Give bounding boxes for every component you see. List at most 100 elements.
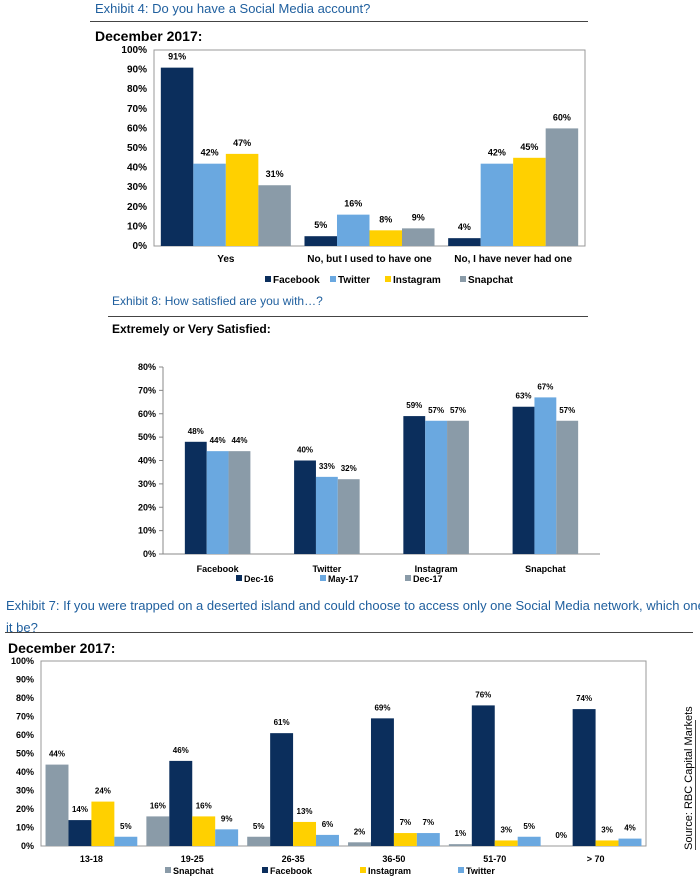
y-tick-label: 90% [16, 675, 34, 685]
y-tick-label: 50% [138, 432, 156, 442]
bar-twitter [336, 214, 370, 246]
data-label: 42% [201, 148, 219, 158]
y-tick-label: 40% [16, 767, 34, 777]
y-tick-label: 10% [16, 823, 34, 833]
bar-instagram [369, 230, 403, 246]
legend-swatch [165, 867, 171, 873]
data-label: 44% [210, 436, 226, 445]
category-label: Instagram [415, 564, 458, 574]
bar-twitter [618, 838, 642, 846]
y-tick-label: 60% [16, 730, 34, 740]
data-label: 24% [95, 787, 111, 796]
category-label: 13-18 [80, 854, 103, 864]
divider [90, 21, 588, 22]
category-label: > 70 [587, 854, 605, 864]
legend-label: May-17 [328, 574, 359, 584]
y-tick-label: 20% [16, 804, 34, 814]
data-label: 91% [168, 52, 186, 62]
bar-facebook [68, 820, 92, 846]
data-label: 57% [428, 406, 444, 415]
bar-instagram [293, 821, 317, 846]
legend-label: Snapchat [173, 866, 214, 876]
legend-swatch [460, 276, 466, 282]
y-tick-label: 90% [127, 65, 147, 76]
data-label: 7% [400, 818, 412, 827]
bar-dec-16 [512, 406, 535, 554]
y-tick-label: 100% [121, 45, 147, 56]
y-tick-label: 40% [138, 456, 156, 466]
y-tick-label: 60% [127, 123, 147, 134]
data-label: 60% [553, 112, 571, 122]
bar-snapchat [146, 816, 170, 846]
category-label: Snapchat [525, 564, 566, 574]
bar-dec-16 [184, 441, 207, 554]
legend-swatch [360, 867, 366, 873]
bar-facebook [169, 760, 193, 846]
plot-area [40, 660, 647, 847]
bar-twitter [480, 163, 514, 246]
y-tick-label: 10% [138, 526, 156, 536]
bar-dec-16 [294, 460, 316, 554]
data-label: 3% [500, 825, 512, 834]
data-label: 63% [516, 392, 532, 401]
legend-label: Snapchat [468, 275, 514, 286]
category-label: 51-70 [483, 854, 506, 864]
bar-snapchat [45, 764, 69, 846]
data-label: 0% [555, 831, 567, 840]
category-label: No, I have never had one [454, 254, 572, 265]
data-label: 67% [537, 382, 553, 391]
divider [695, 720, 696, 850]
category-label: No, but I used to have one [307, 254, 432, 265]
data-label: 48% [188, 427, 204, 436]
data-label: 4% [624, 824, 636, 833]
data-label: 8% [379, 214, 392, 224]
legend-swatch [320, 575, 326, 581]
bar-dec-17 [447, 420, 469, 554]
y-tick-label: 70% [138, 385, 156, 395]
legend-swatch [265, 276, 271, 282]
category-label: Yes [217, 254, 235, 265]
legend-swatch [262, 867, 268, 873]
y-tick-label: 60% [138, 409, 156, 419]
bar-twitter [193, 163, 226, 246]
data-label: 13% [297, 807, 313, 816]
legend-label: Twitter [466, 866, 495, 876]
data-label: 5% [120, 822, 132, 831]
legend-swatch [330, 276, 336, 282]
exhibit-4-title: Exhibit 4: Do you have a Social Media ac… [95, 1, 371, 16]
exhibit-4-subtitle: December 2017: [95, 28, 203, 44]
data-label: 16% [196, 801, 212, 810]
data-label: 32% [341, 464, 357, 473]
y-tick-label: 10% [127, 221, 147, 232]
data-label: 3% [601, 825, 613, 834]
data-label: 9% [412, 212, 425, 222]
legend-swatch [405, 575, 411, 581]
legend-label: Dec-16 [244, 574, 274, 584]
bar-facebook [471, 705, 495, 846]
exhibit-8-title: Exhibit 8: How satisfied are you with…? [112, 294, 323, 308]
data-label: 46% [173, 746, 189, 755]
data-label: 14% [72, 805, 88, 814]
data-label: 61% [274, 718, 290, 727]
data-label: 59% [406, 401, 422, 410]
y-tick-label: 20% [138, 502, 156, 512]
bar-dec-17 [337, 479, 360, 554]
data-label: 16% [344, 199, 362, 209]
bar-facebook [304, 236, 337, 246]
data-label: 5% [523, 822, 535, 831]
bar-facebook [270, 733, 294, 846]
data-label: 33% [319, 462, 335, 471]
legend-swatch [458, 867, 464, 873]
bar-instagram [91, 801, 115, 846]
category-label: Facebook [197, 564, 240, 574]
data-label: 7% [423, 818, 435, 827]
legend-swatch [236, 575, 242, 581]
legend-label: Twitter [338, 275, 370, 286]
y-tick-label: 50% [127, 143, 147, 154]
data-label: 6% [322, 820, 334, 829]
y-tick-label: 0% [143, 549, 156, 559]
divider [5, 632, 693, 633]
bar-snapchat [402, 228, 435, 246]
